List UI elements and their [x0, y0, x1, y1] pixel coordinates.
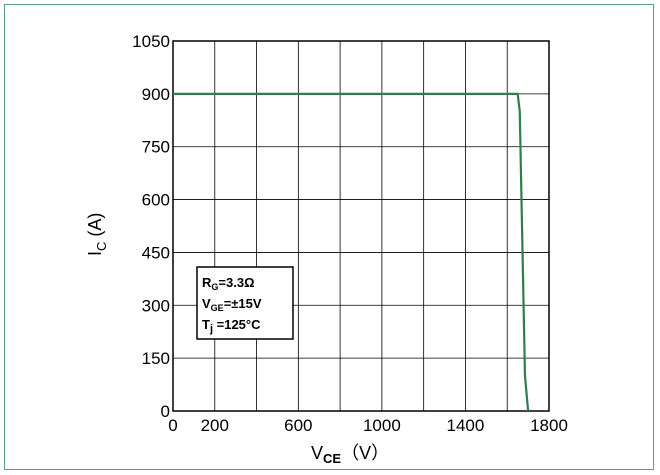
x-tick-label: 600	[284, 416, 312, 435]
y-tick-label: 0	[161, 402, 170, 421]
grid	[173, 41, 549, 411]
series-line	[173, 92, 530, 412]
annotation-line-vge: VGE=±15V	[202, 296, 262, 313]
x-tick-label: 1800	[530, 416, 568, 435]
x-axis-label-sub: CE	[323, 451, 341, 466]
x-tick-label: 200	[201, 416, 229, 435]
x-tick-label: 1400	[447, 416, 485, 435]
y-tick-label: 150	[142, 349, 170, 368]
annotation-box: RG=3.3Ω VGE=±15V Tj =125°C	[196, 266, 294, 340]
annotation-line-rg: RG=3.3Ω	[202, 275, 255, 292]
tick-labels: 0 150 300 450 600 750 900 1050 0 200 600 1000 1400 18…	[132, 32, 568, 435]
x-tick-label: 0	[168, 416, 177, 435]
y-axis-label-sub: C	[94, 242, 109, 251]
chart: 0 150 300 450 600 750 900 1050 0 200 600 1000 1400 18…	[85, 32, 568, 466]
plot-border	[172, 40, 550, 412]
annotation-border	[196, 266, 294, 340]
y-tick-label: 600	[142, 191, 170, 210]
y-axis-label-main: I	[85, 251, 105, 256]
y-axis-label-unit: (A)	[85, 213, 105, 242]
y-tick-label: 450	[142, 243, 170, 262]
y-axis-label: IC (A)	[85, 213, 109, 256]
x-axis-label-unit: （V）	[341, 443, 389, 463]
y-tick-label: 900	[142, 85, 170, 104]
x-axis-label-main: V	[311, 443, 323, 463]
x-tick-label: 1000	[363, 416, 401, 435]
y-tick-label: 300	[142, 296, 170, 315]
annotation-line-tj: Tj =125°C	[202, 317, 261, 335]
series-layer	[173, 92, 530, 412]
y-tick-label: 750	[142, 138, 170, 157]
y-tick-label: 1050	[132, 32, 170, 51]
chart-frame: 0 150 300 450 600 750 900 1050 0 200 600 1000 1400 18…	[4, 4, 654, 470]
x-axis-label: VCE（V）	[311, 443, 389, 466]
